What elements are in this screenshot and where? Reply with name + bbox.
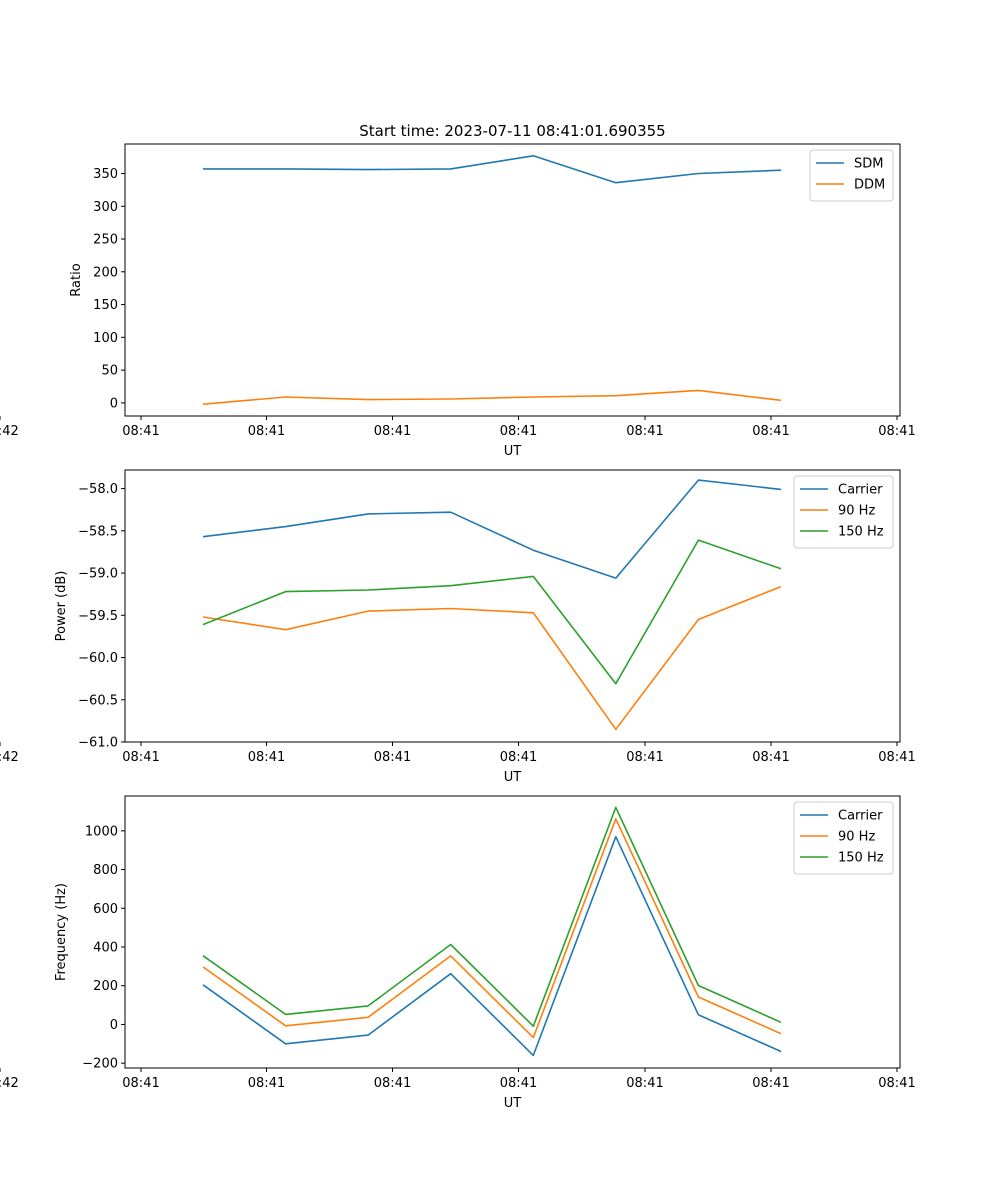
series-line-150-hz — [202, 539, 782, 685]
x-tick-label: 08:41 — [500, 1076, 537, 1091]
x-tick-label: 08:41 — [122, 424, 159, 439]
series-line-carrier — [202, 835, 782, 1057]
y-tick-label: 250 — [93, 233, 118, 248]
y-axis-label: Ratio — [69, 263, 84, 296]
y-tick-label: 400 — [93, 941, 118, 956]
x-tick-label: 08:41 — [248, 750, 285, 765]
subplot-1: 08:41 08:41 08:41 08:41 08:41 08:41 08:41 08:42… — [0, 143, 916, 459]
x-tick-label: 08:41 — [626, 1076, 663, 1091]
series-group — [202, 479, 782, 731]
x-tick-label: 08:42 — [0, 1076, 19, 1091]
x-axis-label: UT — [504, 444, 522, 459]
x-tick-label: 08:41 — [374, 424, 411, 439]
y-tick-label: −60.5 — [78, 693, 118, 708]
y-tick-label: 0 — [110, 396, 118, 411]
y-tick-label: 800 — [93, 863, 118, 878]
axes-frame — [124, 795, 901, 1069]
x-tick-label: 08:42 — [0, 750, 19, 765]
x-tick-label: 08:41 — [752, 1076, 789, 1091]
x-tick-label: 08:41 — [374, 750, 411, 765]
x-tick-label: 08:41 — [878, 750, 915, 765]
series-group — [202, 806, 782, 1057]
x-tick-label: 08:41 — [752, 750, 789, 765]
legend-label: 90 Hz — [838, 830, 875, 845]
y-tick-label: 350 — [93, 167, 118, 182]
legend-box — [793, 801, 894, 875]
x-tick-label: 08:41 — [248, 424, 285, 439]
y-tick-label: 150 — [93, 298, 118, 313]
x-tick-label: 08:41 — [626, 750, 663, 765]
y-tick-label: −59.5 — [78, 609, 118, 624]
x-tick-label: 08:41 — [500, 424, 537, 439]
y-tick-label: 1000 — [85, 824, 118, 839]
series-group — [202, 155, 782, 405]
x-tick-label: 08:41 — [248, 1076, 285, 1091]
series-line-150-hz — [202, 806, 782, 1027]
series-line-sdm — [203, 155, 782, 184]
x-tick-label: 08:41 — [626, 424, 663, 439]
y-tick-label: 100 — [93, 331, 118, 346]
legend: SDM DDM — [809, 149, 894, 202]
legend-label: SDM — [854, 157, 883, 172]
figure-title: Start time: 2023-07-11 08:41:01.690355 — [359, 122, 665, 140]
x-tick-label: 08:41 — [500, 750, 537, 765]
legend-label: Carrier — [838, 809, 883, 824]
legend: Carrier 90 Hz 150 Hz — [793, 801, 894, 875]
x-axis-label: UT — [504, 1096, 522, 1111]
y-tick-label: −59.0 — [78, 567, 118, 582]
y-tick-label: −61.0 — [78, 736, 118, 751]
x-tick-label: 08:41 — [752, 424, 789, 439]
legend: Carrier 90 Hz 150 Hz — [793, 475, 894, 549]
legend-label: 150 Hz — [838, 525, 884, 540]
x-axis-label: UT — [504, 770, 522, 785]
series-line-ddm — [202, 389, 782, 405]
y-tick-label: 0 — [110, 1018, 118, 1033]
x-tick-label: 08:41 — [878, 424, 915, 439]
y-tick-label: 200 — [93, 265, 118, 280]
legend-box — [793, 475, 894, 549]
subplot-3: 08:41 08:41 08:41 08:41 08:41 08:41 08:41 08:42… — [0, 795, 916, 1111]
y-tick-label: 600 — [93, 902, 118, 917]
legend-label: 90 Hz — [838, 504, 875, 519]
y-axis-label: Power (dB) — [54, 571, 69, 642]
y-tick-label: −60.0 — [78, 651, 118, 666]
y-tick-label: −58.5 — [78, 524, 118, 539]
y-tick-label: 50 — [101, 364, 118, 379]
legend-label: 150 Hz — [838, 851, 884, 866]
y-tick-label: 300 — [93, 200, 118, 215]
subplot-2: 08:41 08:41 08:41 08:41 08:41 08:41 08:41 08:42… — [0, 469, 916, 785]
axes-frame — [124, 469, 901, 743]
subplots: 08:41 08:41 08:41 08:41 08:41 08:41 08:41 08:42… — [0, 143, 916, 1111]
x-tick-label: 08:41 — [122, 750, 159, 765]
legend-label: DDM — [854, 178, 885, 193]
x-tick-label: 08:41 — [374, 1076, 411, 1091]
legend-label: Carrier — [838, 483, 883, 498]
x-tick-label: 08:42 — [0, 424, 19, 439]
axes-frame — [124, 143, 901, 417]
y-axis-label: Frequency (Hz) — [54, 883, 69, 981]
y-tick-label: −200 — [82, 1057, 118, 1072]
series-line-90-hz — [202, 585, 782, 731]
x-tick-label: 08:41 — [122, 1076, 159, 1091]
y-tick-label: −58.0 — [78, 482, 118, 497]
y-tick-label: 200 — [93, 979, 118, 994]
series-line-90-hz — [202, 817, 782, 1039]
x-tick-label: 08:41 — [878, 1076, 915, 1091]
series-line-carrier — [202, 479, 782, 579]
